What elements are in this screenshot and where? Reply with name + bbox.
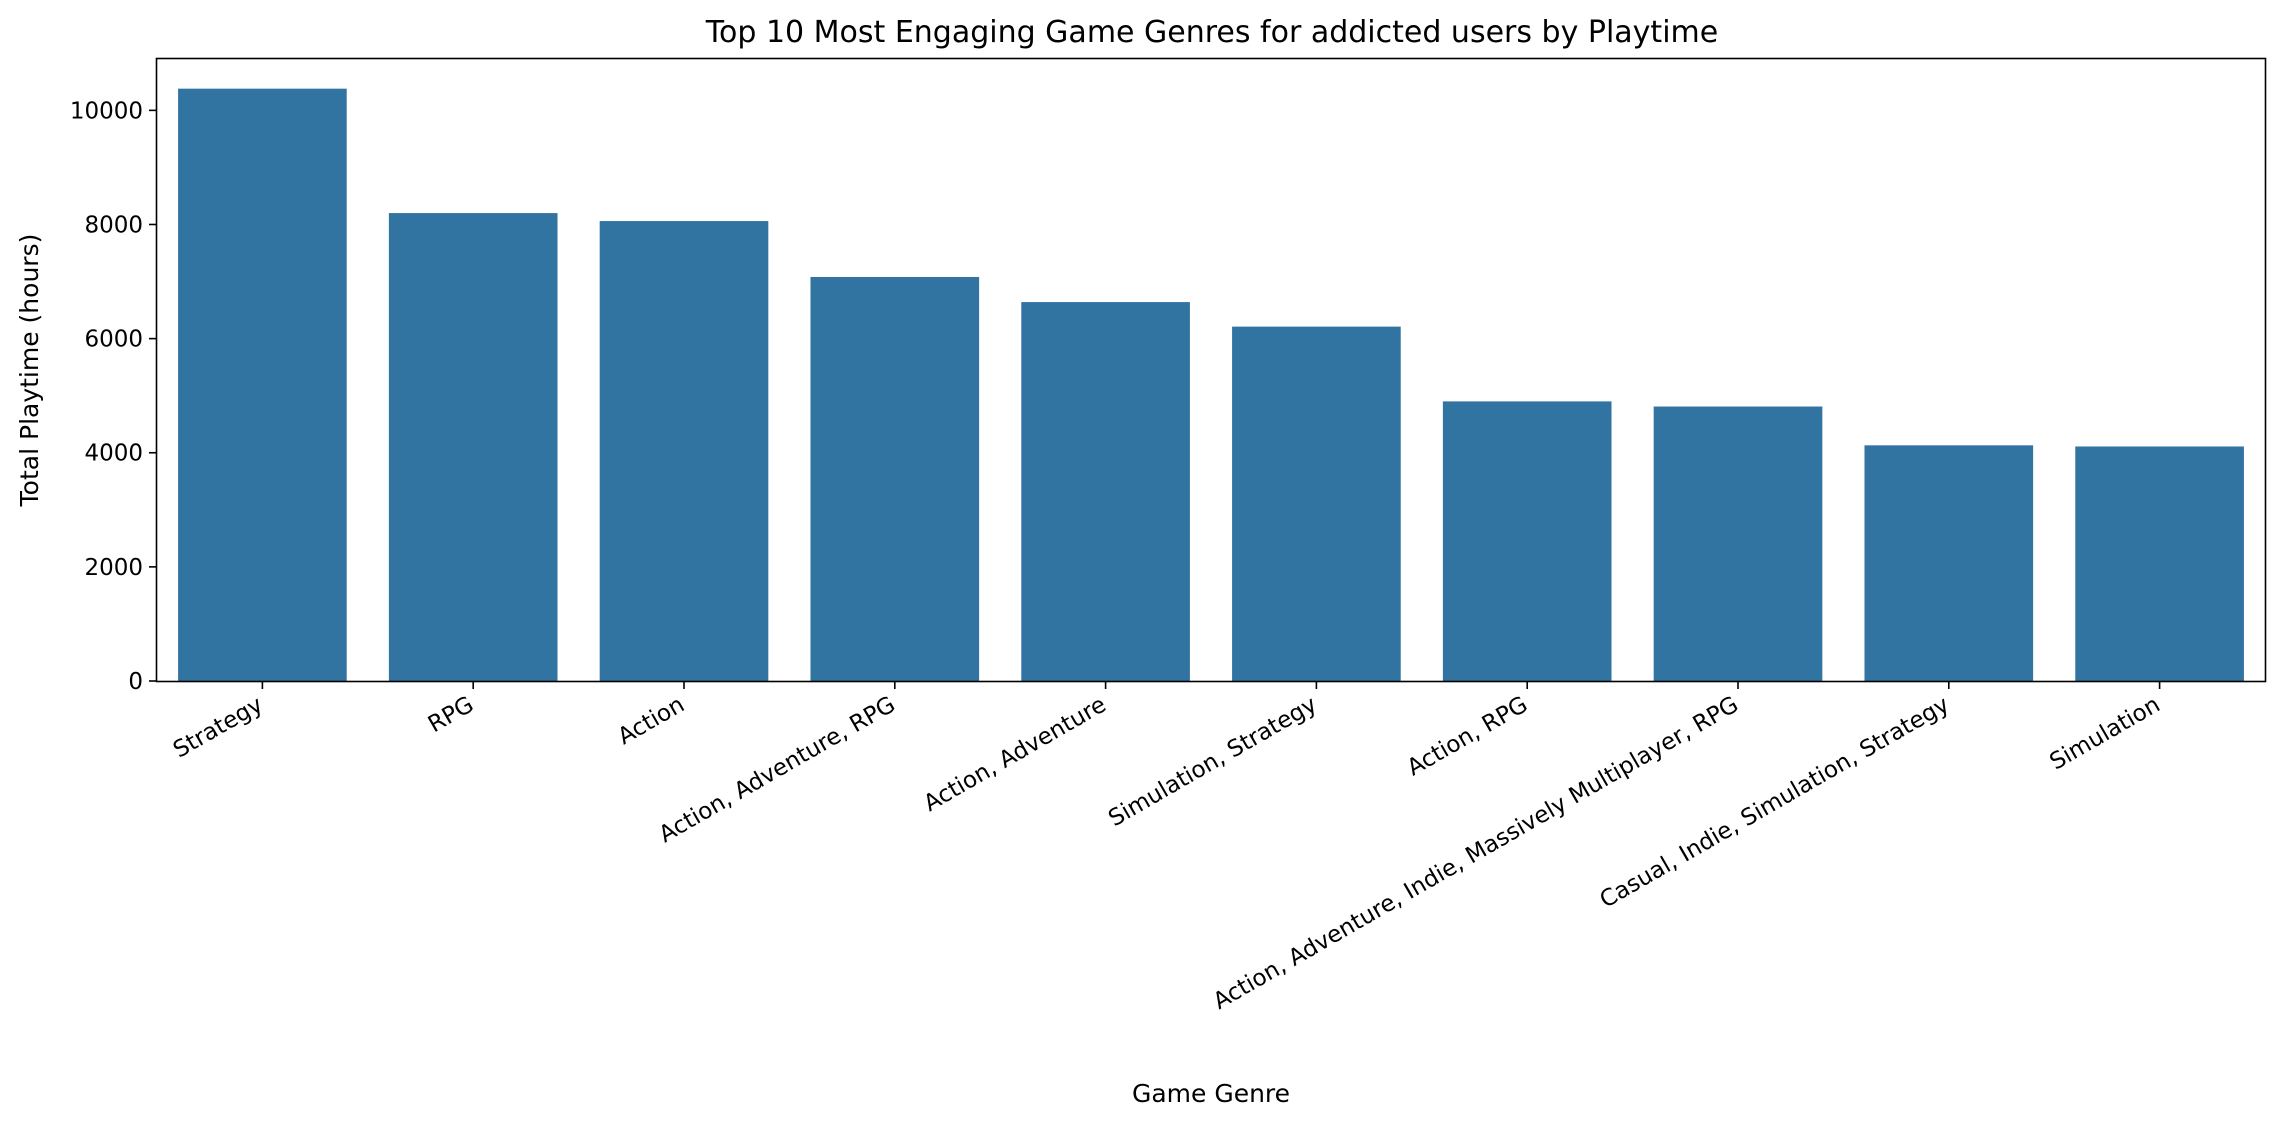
x-tick-label: Simulation, Strategy <box>1104 692 1321 832</box>
x-tick-label: Simulation <box>2045 692 2164 776</box>
chart-title: Top 10 Most Engaging Game Genres for add… <box>705 15 1718 50</box>
x-tick-label: Strategy <box>169 692 267 764</box>
y-tick-label: 10000 <box>70 98 143 124</box>
x-tick-label: Action, Adventure, RPG <box>655 692 900 848</box>
bar-5 <box>1021 302 1190 681</box>
bars-group <box>178 88 2244 682</box>
x-tick-label: Action, Adventure <box>920 692 1111 817</box>
y-tick-label: 0 <box>128 669 143 695</box>
y-tick-label: 6000 <box>84 327 143 353</box>
bar-9 <box>1864 445 2034 681</box>
bar-6 <box>1232 326 1401 681</box>
x-tick-label: RPG <box>424 692 478 738</box>
x-tick-label: Casual, Indie, Simulation, Strategy <box>1596 692 1954 914</box>
x-tick-label: Action, RPG <box>1403 692 1532 782</box>
x-tick-label: Action <box>614 692 689 751</box>
bar-2 <box>388 213 558 681</box>
y-axis-label: Total Playtime (hours) <box>15 234 44 508</box>
bar-7 <box>1442 401 1612 681</box>
plot-frame <box>155 57 2267 683</box>
bar-1 <box>178 88 347 682</box>
x-axis-label: Game Genre <box>1132 1079 1290 1108</box>
bar-3 <box>599 221 769 681</box>
bar-8 <box>1653 406 1823 681</box>
y-tick-label: 4000 <box>84 441 143 467</box>
bar-4 <box>810 276 980 681</box>
y-axis-ticks: 0 2000 4000 6000 8000 10000 <box>70 98 157 695</box>
y-tick-label: 8000 <box>84 212 143 238</box>
y-tick-label: 2000 <box>84 555 143 581</box>
bar-10 <box>2075 446 2244 681</box>
